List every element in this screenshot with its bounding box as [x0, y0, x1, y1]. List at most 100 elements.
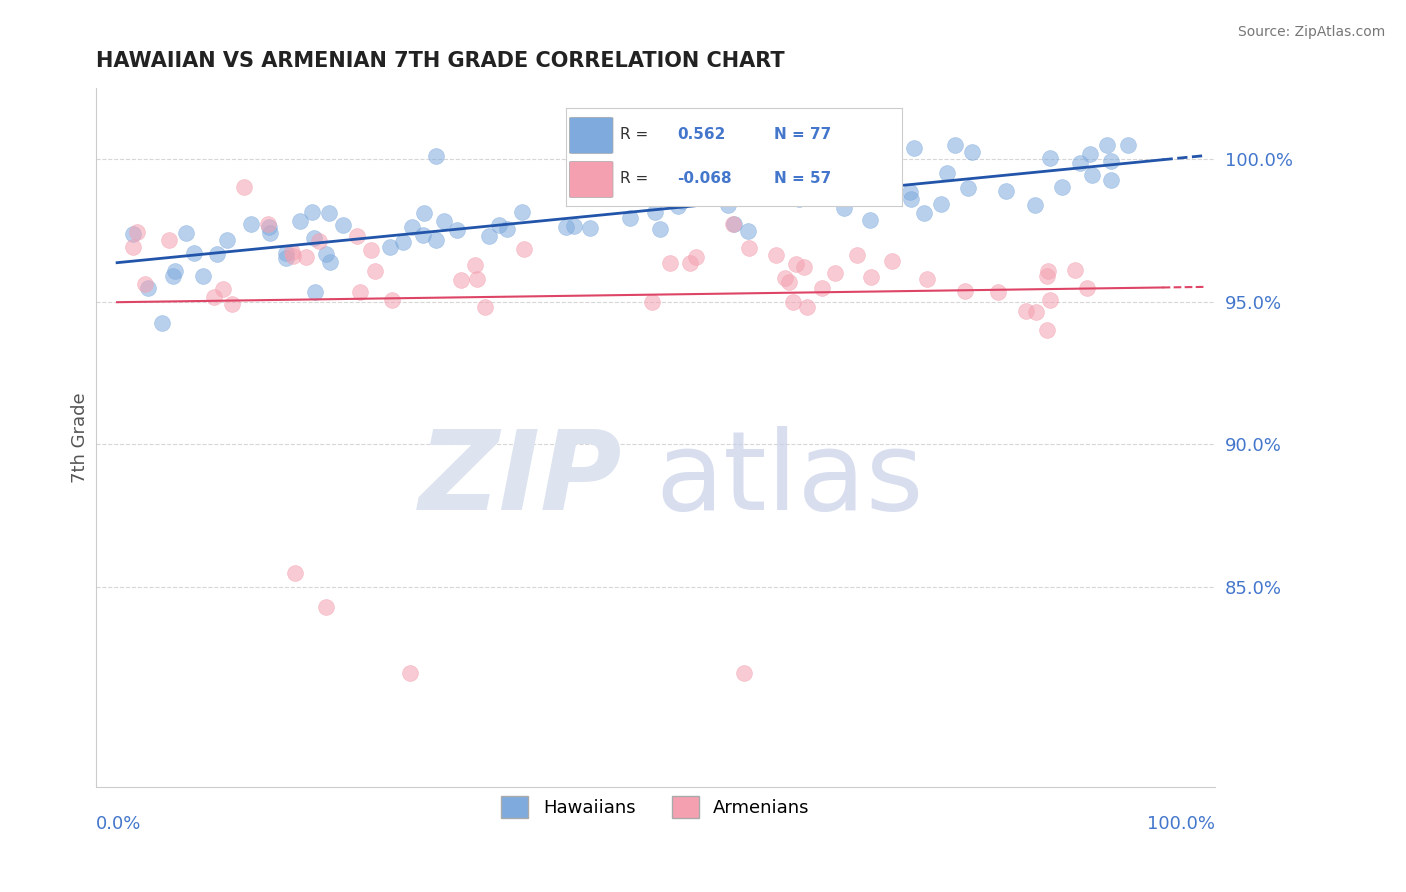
- Point: [1078, 147, 1101, 161]
- Point: [134, 277, 156, 291]
- Point: [733, 180, 755, 194]
- Point: [834, 174, 856, 188]
- Point: [882, 254, 904, 268]
- Point: [202, 290, 225, 304]
- Point: [956, 180, 979, 194]
- Point: [391, 235, 413, 249]
- Point: [121, 240, 143, 254]
- Point: [257, 217, 280, 231]
- Point: [433, 214, 456, 228]
- Point: [191, 268, 214, 283]
- Point: [349, 285, 371, 299]
- Point: [679, 255, 702, 269]
- Point: [215, 233, 238, 247]
- Point: [953, 284, 976, 298]
- Point: [138, 280, 160, 294]
- Point: [302, 231, 325, 245]
- Point: [464, 258, 486, 272]
- Point: [412, 228, 434, 243]
- Text: 0.0%: 0.0%: [96, 815, 142, 833]
- Point: [765, 248, 787, 262]
- Point: [446, 223, 468, 237]
- Point: [903, 141, 925, 155]
- Point: [775, 271, 797, 285]
- Text: atlas: atlas: [655, 425, 924, 533]
- Point: [1099, 153, 1122, 168]
- Point: [176, 226, 198, 240]
- Point: [1024, 198, 1046, 212]
- Point: [619, 211, 641, 225]
- Y-axis label: 7th Grade: 7th Grade: [72, 392, 89, 483]
- Point: [810, 281, 832, 295]
- Point: [824, 266, 846, 280]
- Point: [125, 225, 148, 239]
- Point: [1039, 151, 1062, 165]
- Point: [257, 219, 280, 234]
- Point: [157, 233, 180, 247]
- Point: [412, 206, 434, 220]
- Point: [554, 220, 576, 235]
- Point: [465, 272, 488, 286]
- Point: [315, 247, 337, 261]
- Point: [936, 166, 959, 180]
- Point: [810, 189, 832, 203]
- Point: [304, 285, 326, 299]
- Point: [315, 600, 337, 615]
- Point: [912, 206, 935, 220]
- Point: [274, 246, 297, 260]
- Point: [929, 196, 952, 211]
- Point: [332, 218, 354, 232]
- Point: [1118, 137, 1140, 152]
- Point: [478, 229, 501, 244]
- Point: [308, 234, 330, 248]
- Point: [562, 219, 585, 233]
- Point: [281, 244, 304, 259]
- Point: [900, 192, 922, 206]
- Point: [685, 250, 707, 264]
- Point: [898, 185, 921, 199]
- Point: [378, 239, 401, 253]
- Point: [295, 250, 318, 264]
- Point: [360, 243, 382, 257]
- Point: [856, 177, 879, 191]
- Point: [221, 297, 243, 311]
- Point: [212, 282, 235, 296]
- Point: [207, 247, 229, 261]
- Point: [641, 294, 664, 309]
- Point: [943, 137, 966, 152]
- Point: [162, 269, 184, 284]
- Point: [425, 233, 447, 247]
- Point: [846, 247, 869, 261]
- Point: [496, 222, 519, 236]
- Point: [915, 272, 938, 286]
- Point: [163, 264, 186, 278]
- Point: [474, 300, 496, 314]
- Point: [1099, 173, 1122, 187]
- Point: [381, 293, 404, 307]
- Point: [782, 295, 804, 310]
- Point: [987, 285, 1010, 300]
- Point: [425, 148, 447, 162]
- Point: [737, 224, 759, 238]
- Point: [825, 164, 848, 178]
- Point: [301, 205, 323, 219]
- Point: [319, 255, 342, 269]
- Point: [513, 242, 536, 256]
- Point: [450, 273, 472, 287]
- Text: HAWAIIAN VS ARMENIAN 7TH GRADE CORRELATION CHART: HAWAIIAN VS ARMENIAN 7TH GRADE CORRELATI…: [96, 51, 785, 70]
- Point: [364, 264, 387, 278]
- Text: ZIP: ZIP: [419, 425, 621, 533]
- Point: [1035, 268, 1057, 283]
- Point: [122, 227, 145, 241]
- Point: [785, 257, 807, 271]
- Point: [738, 241, 761, 255]
- Legend: Hawaiians, Armenians: Hawaiians, Armenians: [492, 787, 818, 827]
- Point: [488, 218, 510, 232]
- Point: [859, 212, 882, 227]
- Text: Source: ZipAtlas.com: Source: ZipAtlas.com: [1237, 25, 1385, 39]
- Point: [724, 168, 747, 182]
- Point: [259, 226, 281, 240]
- Point: [1015, 304, 1038, 318]
- Point: [401, 220, 423, 235]
- Point: [960, 145, 983, 159]
